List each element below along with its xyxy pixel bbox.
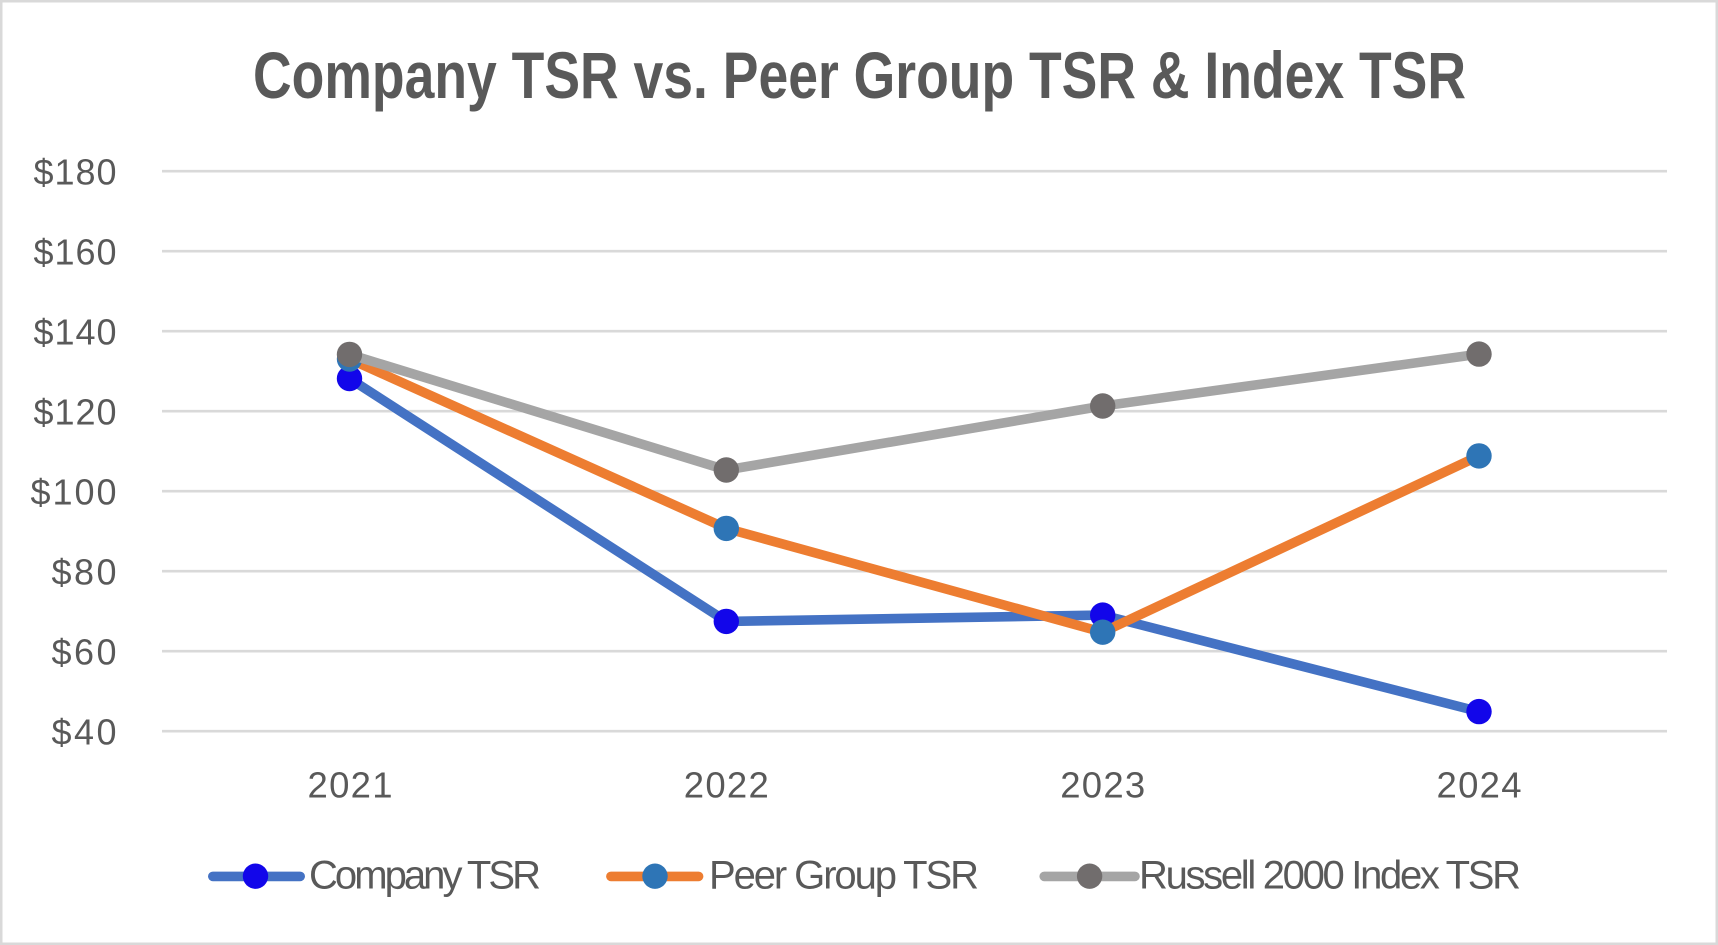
svg-text:$80: $80 <box>52 551 117 592</box>
svg-text:$100: $100 <box>31 471 117 512</box>
svg-text:$140: $140 <box>34 311 117 352</box>
svg-text:Russell 2000 Index TSR: Russell 2000 Index TSR <box>1139 854 1521 898</box>
svg-text:Peer Group TSR: Peer Group TSR <box>709 854 979 898</box>
svg-text:2021: 2021 <box>308 765 393 806</box>
svg-text:$120: $120 <box>34 391 117 432</box>
svg-text:$60: $60 <box>52 631 117 672</box>
svg-text:$160: $160 <box>34 231 117 272</box>
svg-text:$40: $40 <box>52 711 117 752</box>
svg-text:2024: 2024 <box>1437 765 1522 806</box>
svg-text:Company TSR: Company TSR <box>309 854 541 898</box>
svg-text:Company TSR vs. Peer Group TSR: Company TSR vs. Peer Group TSR & Index T… <box>253 38 1466 112</box>
svg-text:2023: 2023 <box>1060 765 1145 806</box>
svg-text:$180: $180 <box>34 151 117 192</box>
svg-text:2022: 2022 <box>684 765 769 806</box>
